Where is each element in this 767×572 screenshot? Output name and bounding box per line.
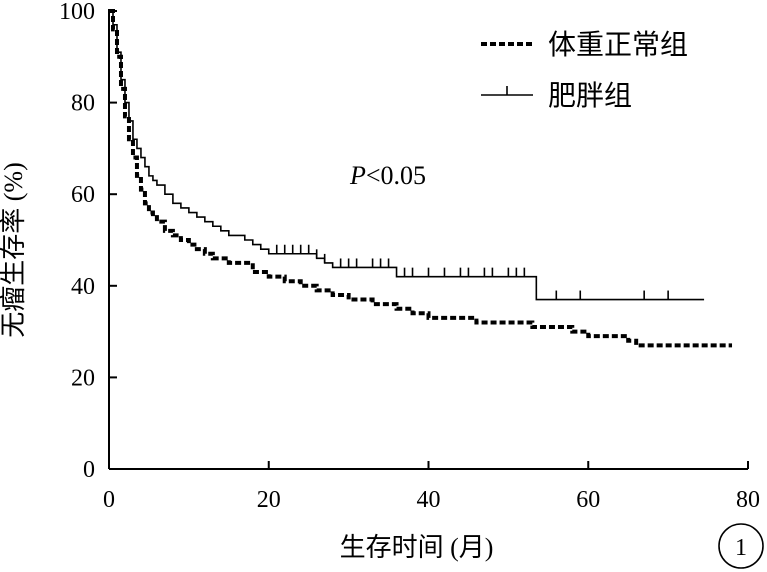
p-value-annotation: P<0.05 bbox=[349, 161, 426, 190]
y-tick-label: 60 bbox=[71, 182, 95, 208]
y-tick-label: 40 bbox=[71, 274, 95, 300]
legend: 体重正常组 肥胖组 bbox=[481, 29, 688, 112]
panel-label-circle bbox=[718, 523, 764, 569]
y-tick-label: 80 bbox=[71, 91, 95, 117]
series-normal-weight bbox=[109, 9, 733, 348]
axes bbox=[108, 9, 748, 470]
x-tick-label: 40 bbox=[417, 487, 441, 513]
y-tick-label: 100 bbox=[59, 0, 95, 25]
legend-item-normal-weight: 体重正常组 bbox=[481, 29, 688, 61]
km-curve-normal-weight bbox=[109, 9, 733, 348]
panel-label-badge: 1 bbox=[718, 523, 764, 569]
y-ticks: 0 20 40 60 80 100 bbox=[59, 0, 117, 483]
series-layer bbox=[109, 9, 733, 348]
y-axis-title: 无瘤生存率 (%) bbox=[0, 162, 28, 337]
y-tick-label: 20 bbox=[71, 365, 95, 391]
series-obese bbox=[109, 10, 705, 301]
x-tick-label: 20 bbox=[257, 487, 281, 513]
x-tick-label: 60 bbox=[576, 487, 600, 513]
panel-label-number: 1 bbox=[735, 535, 747, 561]
p-value-text: <0.05 bbox=[366, 161, 426, 190]
x-axis-title: 生存时间 (月) bbox=[340, 533, 494, 562]
y-tick-label: 0 bbox=[83, 457, 95, 483]
x-tick-label: 80 bbox=[736, 487, 760, 513]
p-value-symbol: P bbox=[349, 161, 366, 190]
x-ticks: 0 20 40 60 80 bbox=[103, 461, 760, 513]
legend-item-obese: 肥胖组 bbox=[481, 80, 632, 112]
x-tick-label: 0 bbox=[103, 487, 115, 513]
legend-label-obese: 肥胖组 bbox=[548, 80, 632, 112]
legend-label-normal-weight: 体重正常组 bbox=[548, 29, 688, 61]
